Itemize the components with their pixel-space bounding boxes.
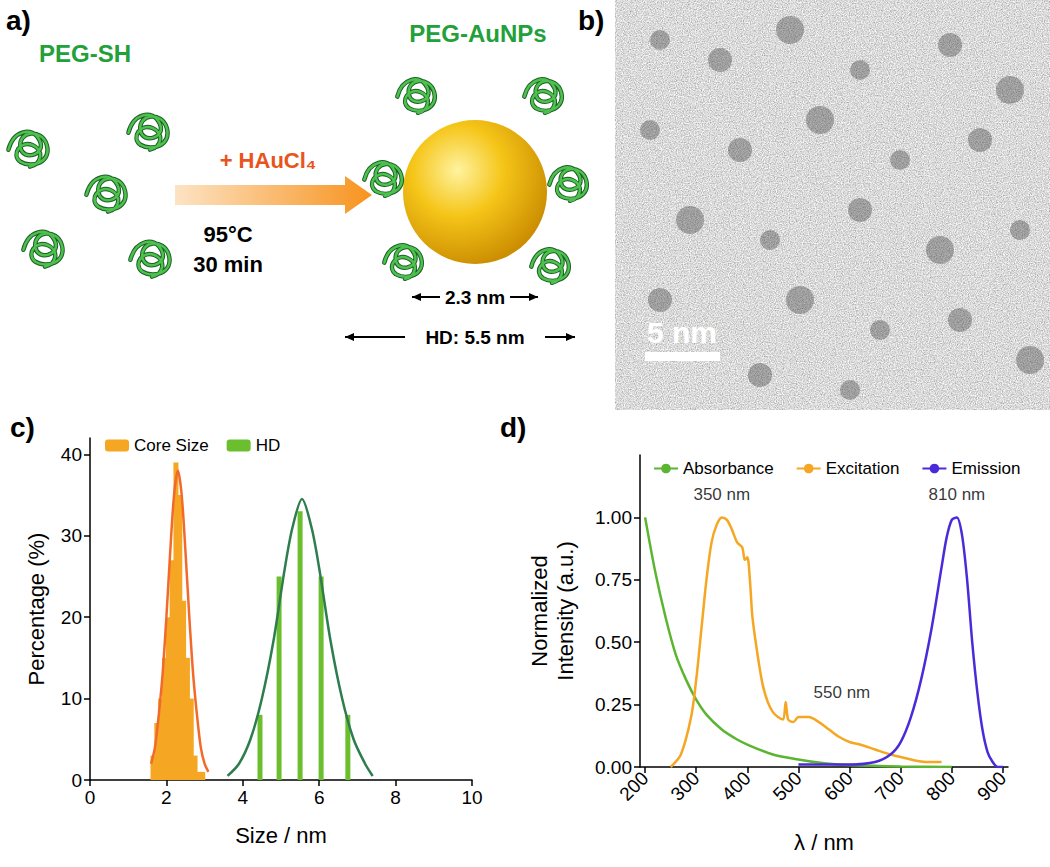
svg-text:Core Size: Core Size [134,436,209,455]
svg-text:600: 600 [820,768,857,805]
svg-text:0: 0 [71,770,82,791]
svg-text:40: 40 [61,444,82,465]
svg-text:900: 900 [973,768,1010,805]
svg-text:0.25: 0.25 [595,694,632,715]
svg-text:200: 200 [615,768,652,805]
svg-text:HD: 5.5 nm: HD: 5.5 nm [425,327,524,348]
svg-text:6: 6 [314,787,325,808]
svg-text:c): c) [10,412,35,443]
svg-text:810 nm: 810 nm [929,485,986,504]
svg-text:Intensity (a.u.): Intensity (a.u.) [553,541,578,680]
svg-text:2: 2 [161,787,172,808]
svg-text:500: 500 [769,768,806,805]
svg-text:PEG-AuNPs: PEG-AuNPs [409,20,546,47]
svg-text:PEG-SH: PEG-SH [39,40,131,67]
svg-text:2.3 nm: 2.3 nm [445,287,505,308]
svg-text:95°C: 95°C [203,222,252,247]
svg-text:d): d) [500,412,526,443]
svg-text:Size / nm: Size / nm [235,823,327,848]
svg-text:a): a) [6,5,31,36]
svg-text:550 nm: 550 nm [814,683,871,702]
svg-text:300: 300 [666,768,703,805]
svg-text:b): b) [578,5,604,36]
svg-text:350 nm: 350 nm [693,485,750,504]
svg-text:0.75: 0.75 [595,569,632,590]
svg-text:10: 10 [61,688,82,709]
svg-text:Normalized: Normalized [527,555,552,666]
svg-text:5 nm: 5 nm [647,316,717,349]
svg-text:0.50: 0.50 [595,632,632,653]
svg-text:1.00: 1.00 [595,507,632,528]
svg-text:400: 400 [718,768,755,805]
svg-text:20: 20 [61,607,82,628]
svg-text:700: 700 [871,768,908,805]
svg-text:30: 30 [61,525,82,546]
svg-text:0: 0 [85,787,96,808]
svg-text:+ HAuCl₄: + HAuCl₄ [220,148,317,173]
svg-text:800: 800 [922,768,959,805]
svg-text:4: 4 [238,787,249,808]
svg-text:Absorbance: Absorbance [683,459,774,478]
svg-text:0.00: 0.00 [595,757,632,778]
svg-text:Percentage (%): Percentage (%) [24,533,49,686]
svg-text:8: 8 [390,787,401,808]
svg-text:λ / nm: λ / nm [794,830,854,855]
svg-text:HD: HD [256,436,281,455]
svg-text:Emission: Emission [951,459,1020,478]
svg-text:30 min: 30 min [193,252,263,277]
svg-text:Excitation: Excitation [826,459,900,478]
svg-text:10: 10 [461,787,482,808]
